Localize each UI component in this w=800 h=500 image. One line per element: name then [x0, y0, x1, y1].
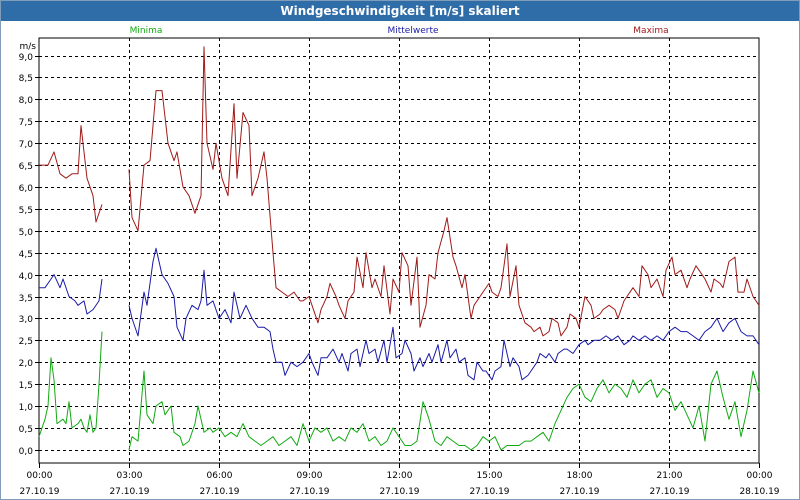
y-tick-label: 3,0 — [19, 315, 34, 325]
x-tick-date: 27.10.19 — [19, 487, 59, 497]
window-title: Windgeschwindigkeit [m/s] skaliert — [1, 1, 799, 21]
x-tick-date: 27.10.19 — [469, 487, 509, 497]
legend-maxima: Maxima — [633, 26, 668, 36]
y-tick-label: 1,0 — [19, 403, 34, 413]
y-tick-label: 9,0 — [19, 53, 34, 63]
wind-speed-chart: 0,0 0,5 1,0 1,5 2,0 2,5 3,0 3,5 4,0 4,5 5,0 5,5 6,0 6… — [19, 26, 780, 497]
y-tick-label: 5,0 — [19, 228, 34, 238]
x-tick-time: 15:00 — [477, 471, 503, 481]
x-tick-time: 00:00 — [747, 471, 773, 481]
y-tick-label: 0,5 — [19, 425, 33, 435]
y-tick-label: 5,5 — [19, 206, 33, 216]
x-tick-date: 28.10.19 — [739, 487, 779, 497]
series-line-mittelwerte — [128, 247, 760, 381]
y-tick-label: 8,0 — [19, 96, 34, 106]
series-line-maxima — [39, 125, 103, 223]
x-tick-time: 06:00 — [207, 471, 233, 481]
x-tick-time: 18:00 — [567, 471, 593, 481]
y-tick-label: 6,5 — [19, 162, 33, 172]
series-line-mittelwerte — [39, 274, 103, 315]
x-tick-date: 27.10.19 — [649, 487, 689, 497]
y-tick-label: 0,0 — [19, 447, 34, 457]
y-tick-label: 1,5 — [19, 381, 33, 391]
y-tick-label: 7,5 — [19, 118, 33, 128]
y-tick-label: 7,0 — [19, 140, 34, 150]
x-tick-time: 00:00 — [27, 471, 53, 481]
y-tick-label: 2,5 — [19, 337, 33, 347]
x-tick-date: 27.10.19 — [109, 487, 149, 497]
y-tick-label: 3,5 — [19, 294, 33, 304]
legend-mittelwerte: Mittelwerte — [387, 26, 438, 36]
x-tick-time: 12:00 — [387, 471, 413, 481]
y-tick-label: 6,0 — [19, 184, 34, 194]
x-tick-date: 27.10.19 — [289, 487, 329, 497]
x-tick-time: 09:00 — [297, 471, 323, 481]
y-tick-label: 8,5 — [19, 74, 33, 84]
x-tick-time: 03:00 — [117, 471, 143, 481]
series-line-minima — [38, 331, 103, 437]
y-tick-label: 4,5 — [19, 250, 33, 260]
y-axis-unit: m/s — [20, 42, 37, 52]
x-tick-date: 27.10.19 — [379, 487, 419, 497]
x-tick-date: 27.10.19 — [199, 487, 239, 497]
y-tick-label: 2,0 — [19, 359, 34, 369]
x-tick-date: 27.10.19 — [559, 487, 599, 497]
y-tick-label: 4,0 — [19, 272, 34, 282]
legend-minima: Minima — [130, 26, 163, 36]
series-line-maxima — [128, 46, 760, 337]
series-line-minima — [128, 370, 760, 451]
x-tick-time: 21:00 — [657, 471, 683, 481]
